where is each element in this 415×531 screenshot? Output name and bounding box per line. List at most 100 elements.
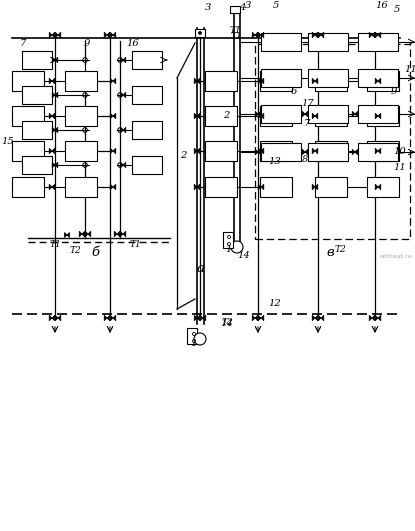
Text: T1: T1 — [230, 32, 242, 41]
Text: 2: 2 — [223, 112, 229, 121]
Polygon shape — [378, 113, 381, 119]
Circle shape — [83, 128, 87, 132]
Text: T2: T2 — [334, 245, 346, 254]
Bar — [195, 29, 205, 37]
Bar — [315, 177, 347, 197]
Polygon shape — [321, 315, 324, 321]
Bar — [367, 106, 399, 126]
Polygon shape — [258, 32, 261, 38]
Polygon shape — [255, 111, 258, 117]
Bar — [261, 69, 301, 87]
Circle shape — [193, 339, 195, 342]
Polygon shape — [49, 315, 52, 321]
Text: 5: 5 — [394, 4, 400, 13]
Polygon shape — [378, 315, 381, 321]
Circle shape — [231, 241, 243, 253]
Polygon shape — [52, 32, 55, 38]
Bar — [255, 44, 410, 239]
Polygon shape — [52, 113, 55, 119]
Bar — [367, 141, 399, 161]
Bar — [22, 156, 52, 174]
Polygon shape — [252, 315, 255, 321]
Polygon shape — [52, 162, 55, 168]
Polygon shape — [312, 184, 315, 190]
Text: 3: 3 — [205, 3, 211, 12]
Bar — [261, 33, 301, 51]
Bar — [308, 143, 348, 161]
Polygon shape — [315, 32, 318, 38]
Circle shape — [118, 162, 122, 167]
Polygon shape — [369, 315, 372, 321]
Circle shape — [83, 93, 87, 97]
Bar — [358, 105, 398, 123]
Text: 1: 1 — [225, 244, 231, 253]
Text: 8: 8 — [302, 155, 308, 164]
Polygon shape — [375, 315, 378, 321]
Polygon shape — [352, 111, 355, 117]
Text: 9: 9 — [391, 87, 397, 96]
Polygon shape — [315, 78, 318, 84]
Polygon shape — [258, 111, 261, 117]
Polygon shape — [318, 315, 321, 321]
Text: 16: 16 — [127, 39, 139, 48]
Polygon shape — [200, 315, 203, 321]
Polygon shape — [120, 92, 123, 98]
Bar — [12, 71, 44, 91]
Bar — [358, 33, 398, 51]
Polygon shape — [258, 148, 261, 154]
Circle shape — [227, 243, 230, 245]
Polygon shape — [120, 127, 123, 133]
Polygon shape — [104, 315, 107, 321]
Polygon shape — [318, 32, 321, 38]
Text: а: а — [196, 261, 204, 275]
Text: T1: T1 — [230, 26, 242, 35]
Text: 6: 6 — [291, 87, 297, 96]
Bar — [315, 106, 347, 126]
Polygon shape — [197, 148, 200, 154]
Bar — [132, 86, 162, 104]
Polygon shape — [55, 32, 58, 38]
Bar — [205, 177, 237, 197]
Bar — [205, 71, 237, 91]
Polygon shape — [55, 127, 58, 133]
Polygon shape — [372, 32, 375, 38]
Polygon shape — [49, 113, 52, 119]
Polygon shape — [312, 315, 315, 321]
Polygon shape — [194, 148, 197, 154]
Circle shape — [118, 128, 122, 132]
Polygon shape — [49, 148, 52, 154]
Polygon shape — [255, 315, 258, 321]
Polygon shape — [79, 231, 82, 237]
Polygon shape — [315, 184, 318, 190]
Text: 14: 14 — [238, 251, 250, 260]
Polygon shape — [123, 57, 126, 63]
Polygon shape — [52, 127, 55, 133]
Polygon shape — [203, 315, 206, 321]
Text: 2: 2 — [180, 151, 186, 160]
Bar — [132, 121, 162, 139]
Bar — [205, 141, 237, 161]
Polygon shape — [261, 113, 264, 119]
Polygon shape — [55, 57, 58, 63]
Polygon shape — [113, 315, 116, 321]
Polygon shape — [52, 92, 55, 98]
Circle shape — [198, 31, 202, 35]
Polygon shape — [58, 315, 61, 321]
Bar — [358, 143, 398, 161]
Bar — [308, 105, 348, 123]
Polygon shape — [261, 32, 264, 38]
Text: 16: 16 — [376, 2, 388, 11]
Polygon shape — [261, 315, 264, 321]
Polygon shape — [49, 78, 52, 84]
Polygon shape — [305, 149, 308, 155]
Polygon shape — [114, 231, 117, 237]
Text: T1: T1 — [129, 240, 141, 249]
Text: 5: 5 — [273, 2, 279, 11]
Circle shape — [227, 236, 230, 238]
Polygon shape — [194, 315, 197, 321]
Text: в: в — [326, 246, 334, 260]
Polygon shape — [258, 78, 261, 84]
Polygon shape — [85, 231, 88, 237]
Polygon shape — [82, 231, 85, 237]
Polygon shape — [378, 148, 381, 154]
